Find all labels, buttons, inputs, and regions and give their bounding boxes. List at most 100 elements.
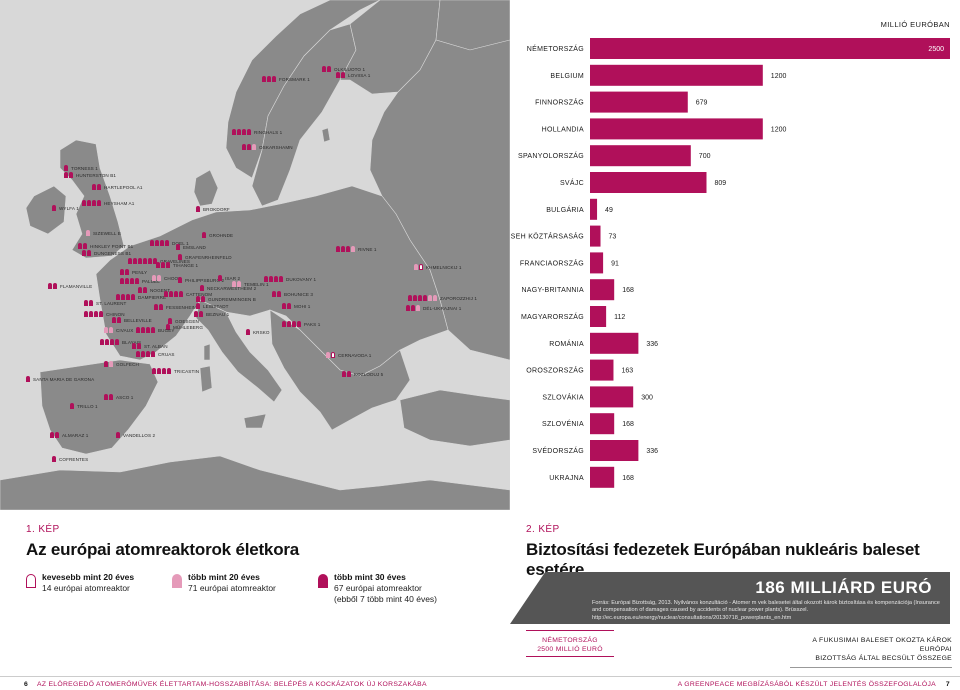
reactor-name: BOHUNICE 3 xyxy=(284,291,314,297)
bar xyxy=(590,306,607,327)
reactor-pins xyxy=(128,258,157,264)
reactor-pins xyxy=(242,144,256,150)
reactor-name: MÜHLEBERG xyxy=(173,324,203,330)
legend-old: több mint 30 éves 67 európai atomreaktor… xyxy=(318,572,437,605)
legend-young-heading: kevesebb mint 20 éves xyxy=(42,572,135,582)
reactor-name: CHOOZ xyxy=(164,275,182,281)
old-reactor-icon xyxy=(162,368,166,374)
old-reactor-icon xyxy=(277,291,281,297)
reactor-marker: LEIBSTADT xyxy=(196,303,229,309)
reactor-pins xyxy=(104,327,113,333)
old-reactor-icon xyxy=(336,246,340,252)
reactor-marker: TORNESS 1 xyxy=(64,165,98,171)
reactor-marker: ST. LAURENT xyxy=(84,300,126,306)
old-reactor-icon xyxy=(161,262,165,268)
reactor-name: VANDELLOS 2 xyxy=(123,432,156,438)
reactor-pins xyxy=(342,371,351,377)
reactor-marker: NOGENT xyxy=(138,287,170,293)
old-reactor-icon xyxy=(97,184,101,190)
old-reactor-icon xyxy=(272,76,276,82)
bar-value-label: 73 xyxy=(609,234,617,241)
reactor-pins xyxy=(84,311,103,317)
reactor-name: OLKILUOTO 1 xyxy=(334,66,366,72)
old-reactor-icon xyxy=(282,303,286,309)
bar xyxy=(590,118,763,140)
reactor-marker: KRSKO xyxy=(246,329,270,335)
bar-value-label: 1200 xyxy=(771,126,787,133)
reactor-marker: RINGHALS 1 xyxy=(232,129,282,135)
reactor-marker: BEZNAU 1 xyxy=(194,311,229,317)
old-reactor-icon xyxy=(84,311,88,317)
reactor-name: BEZNAU 1 xyxy=(206,311,230,317)
reactor-pins xyxy=(232,129,251,135)
old-reactor-icon xyxy=(297,321,301,327)
figure1-title: Az európai atomreaktorok életkora xyxy=(26,540,300,559)
bar-value-label: 809 xyxy=(714,180,726,187)
bar-category-label: NÉMETORSZÁG xyxy=(527,44,584,53)
old-reactor-icon xyxy=(115,339,119,345)
reactor-pins xyxy=(406,305,420,311)
bar-category-label: SZLOVÉNIA xyxy=(542,419,584,428)
old-reactor-icon xyxy=(99,311,103,317)
bar-category-label: UKRAJNA xyxy=(549,475,584,482)
reactor-pins xyxy=(196,303,200,309)
old-reactor-icon xyxy=(94,311,98,317)
old-reactor-icon xyxy=(413,295,417,301)
reactor-pins xyxy=(156,262,170,268)
old-reactor-icon xyxy=(347,371,351,377)
old-reactor-icon xyxy=(152,368,156,374)
reactor-name: TRICASTIN xyxy=(174,368,200,374)
reactor-pins xyxy=(282,321,301,327)
old-reactor-icon xyxy=(151,351,155,357)
reactor-marker: TRICASTIN xyxy=(152,368,199,374)
reactor-pins xyxy=(326,352,335,358)
reactor-marker: BELLEVILLE xyxy=(112,317,152,323)
reactor-name: BUGEY xyxy=(158,327,175,333)
bar-value-label: 300 xyxy=(641,394,653,401)
reactor-marker: KOZLODUJ 5 xyxy=(342,371,383,377)
bar-category-label: ROMÁNIA xyxy=(549,339,584,348)
old-reactor-icon xyxy=(53,283,57,289)
reactor-name: ZAPOROZZHIJ 1 xyxy=(440,295,478,301)
reactor-name: EMSLAND xyxy=(183,244,206,250)
bar-category-label: CSEH KÖZTÁRSASÁG xyxy=(510,232,584,241)
old-reactor-icon xyxy=(126,294,130,300)
old-reactor-icon xyxy=(151,327,155,333)
reactor-name: ST. LAURENT xyxy=(96,300,127,306)
bar-value-label: 168 xyxy=(622,287,634,294)
reactor-name: FLAMANVILLE xyxy=(60,283,93,289)
footer-title-right: A GREENPEACE MEGBÍZÁSÁBÓL KÉSZÜLT JELENT… xyxy=(677,681,936,688)
reactor-name: GUNDREMMINGEN B xyxy=(208,296,256,302)
bar-category-label: SVÁJC xyxy=(560,178,584,187)
old-reactor-icon xyxy=(341,72,345,78)
old-reactor-icon xyxy=(136,351,140,357)
reactor-name: TEMELIN 1 xyxy=(244,281,269,287)
reactor-pins xyxy=(64,165,68,171)
reactor-pins xyxy=(104,394,113,400)
bar xyxy=(590,466,615,488)
old-reactor-icon xyxy=(406,305,410,311)
old-reactor-icon xyxy=(166,324,170,330)
young-reactor-icon xyxy=(331,352,335,358)
young-reactor-icon xyxy=(26,574,36,588)
old-reactor-icon xyxy=(138,258,142,264)
reactor-name: GOLFECH xyxy=(116,361,139,367)
total-estimate: 186 MILLIÁRD EURÓ xyxy=(755,578,932,597)
bar-value-label: 336 xyxy=(646,341,658,348)
mid-reactor-icon xyxy=(237,281,241,287)
old-reactor-icon xyxy=(116,294,120,300)
sardinia-land xyxy=(199,365,213,393)
reactor-name: FESSENHEIM xyxy=(166,304,197,310)
reactor-name: CIVAUX xyxy=(116,327,134,333)
old-reactor-icon xyxy=(82,250,86,256)
reactor-pins xyxy=(196,206,200,212)
italy-land xyxy=(195,299,283,403)
old-reactor-icon xyxy=(411,305,415,311)
reactor-name: BELLEVILLE xyxy=(124,317,152,323)
legend-old-desc: 67 európai atomreaktor xyxy=(334,583,422,593)
old-reactor-icon xyxy=(322,66,326,72)
old-reactor-icon xyxy=(50,432,54,438)
old-reactor-icon xyxy=(146,351,150,357)
reactor-name: MOHI 1 xyxy=(294,303,311,309)
africa-land xyxy=(0,455,510,510)
